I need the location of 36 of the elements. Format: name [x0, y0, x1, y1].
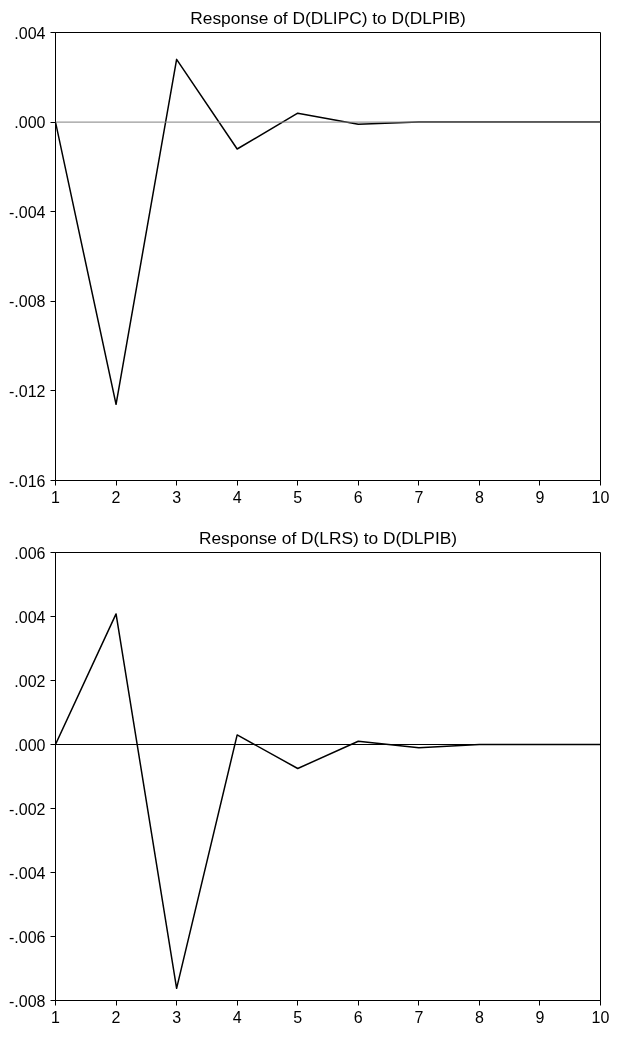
x-tick-label: 5 [293, 1008, 303, 1026]
y-tick-label: -.004 [9, 864, 46, 882]
x-tick-label: 9 [535, 488, 545, 506]
x-tick-label: 6 [353, 488, 363, 506]
y-tick-label: .006 [14, 544, 46, 562]
y-tick-label: .000 [14, 114, 46, 132]
x-tick-label: 10 [591, 488, 610, 506]
y-tick-label: -.016 [9, 472, 46, 490]
x-tick-label: 2 [111, 488, 121, 506]
x-tick-label: 8 [474, 1008, 484, 1026]
y-tick-label: .004 [14, 608, 46, 626]
x-tick-label: 4 [232, 1008, 242, 1026]
y-tick-label: -.012 [9, 382, 46, 400]
y-tick-label: -.002 [9, 800, 46, 818]
y-tick-label: -.004 [9, 203, 46, 221]
chart-title: Response of D(DLIPC) to D(DLPIB) [190, 7, 466, 28]
x-tick-label: 2 [111, 1008, 121, 1026]
y-tick-label: -.008 [9, 293, 46, 311]
x-tick-label: 10 [591, 1008, 610, 1026]
x-tick-label: 6 [353, 1008, 363, 1026]
x-tick-label: 5 [293, 488, 303, 506]
y-tick-label: .004 [14, 24, 46, 42]
chart-title: Response of D(LRS) to D(DLPIB) [198, 527, 458, 548]
x-tick-label: 8 [474, 488, 484, 506]
y-tick-label: .002 [14, 672, 46, 690]
y-tick-label: -.006 [9, 928, 46, 946]
x-tick-label: 4 [232, 488, 242, 506]
x-tick-label: 7 [414, 488, 424, 506]
y-tick-label: .000 [14, 736, 46, 754]
x-tick-label: 1 [51, 488, 61, 506]
x-tick-label: 3 [172, 488, 182, 506]
x-tick-label: 3 [172, 1008, 182, 1026]
x-tick-label: 9 [535, 1008, 545, 1026]
x-tick-label: 7 [414, 1008, 424, 1026]
y-tick-label: -.008 [9, 992, 46, 1010]
x-tick-label: 1 [51, 1008, 61, 1026]
